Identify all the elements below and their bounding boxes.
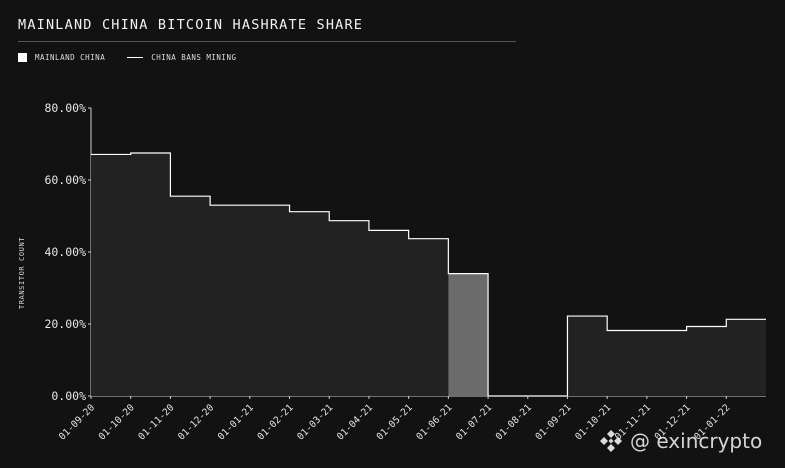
- y-tick-label: 60.00%: [44, 173, 86, 187]
- title-divider: [18, 41, 516, 42]
- bar: [170, 196, 211, 396]
- x-tick-label: 01-08-21: [494, 402, 534, 442]
- bar: [91, 154, 131, 396]
- x-tick-label: 01-06-21: [414, 402, 454, 442]
- bar: [408, 238, 449, 396]
- binance-logo-icon: [600, 430, 622, 452]
- x-tick-label: 01-09-21: [533, 402, 573, 442]
- y-tick-label: 0.00%: [51, 389, 86, 403]
- bar-china-bans-mining: [448, 273, 489, 396]
- y-tick-label: 40.00%: [44, 245, 86, 259]
- x-tick-label: 01-05-21: [375, 402, 415, 442]
- y-axis-label: TRANSITOR COUNT: [18, 237, 26, 309]
- bars-group: [91, 152, 766, 397]
- y-tick-label: 80.00%: [44, 101, 86, 115]
- x-tick-label: 01-02-21: [256, 402, 296, 442]
- legend-label-mainland-china: MAINLAND CHINA: [35, 53, 106, 62]
- watermark: @ exincrypto: [598, 428, 762, 454]
- bar: [686, 326, 727, 396]
- bar: [130, 153, 171, 396]
- bar: [368, 230, 409, 396]
- x-tick-label: 01-10-20: [97, 402, 137, 442]
- bar: [289, 211, 330, 396]
- legend-label-china-bans-mining: CHINA BANS MINING: [151, 53, 237, 62]
- series-step-line: [91, 152, 766, 397]
- bar: [607, 330, 647, 396]
- x-tick-label: 01-12-20: [176, 402, 216, 442]
- x-tick-label: 01-03-21: [295, 402, 335, 442]
- bar: [329, 220, 369, 396]
- legend: MAINLAND CHINA CHINA BANS MINING: [18, 53, 236, 62]
- y-tick-label: 20.00%: [44, 317, 86, 331]
- x-tick-label: 01-07-21: [454, 402, 494, 442]
- x-tick-label: 01-09-20: [57, 402, 97, 442]
- bar: [567, 316, 608, 396]
- bar: [249, 205, 290, 396]
- x-tick-label: 01-01-21: [216, 402, 256, 442]
- x-tick-label: 01-04-21: [335, 402, 375, 442]
- chart-title: MAINLAND CHINA BITCOIN HASHRATE SHARE: [18, 17, 364, 33]
- legend-swatch-mainland-china: [18, 53, 27, 62]
- x-tick-label: 01-11-20: [136, 402, 176, 442]
- bar: [210, 205, 250, 396]
- watermark-text: @ exincrypto: [630, 429, 763, 453]
- bar: [726, 319, 766, 396]
- bar: [646, 330, 687, 396]
- legend-swatch-china-bans-mining: [127, 57, 144, 58]
